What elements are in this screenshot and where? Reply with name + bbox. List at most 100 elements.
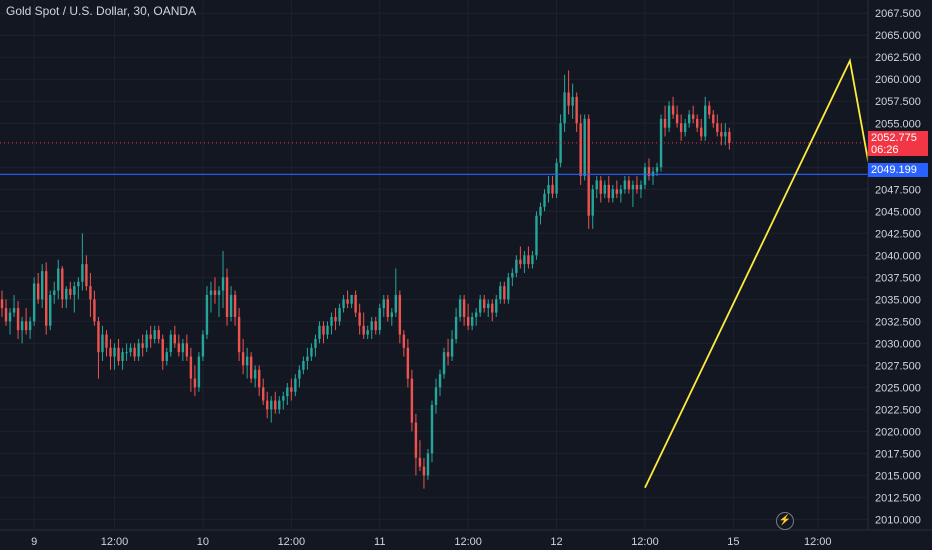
candle-body xyxy=(374,321,377,331)
candle-body xyxy=(390,312,394,317)
candle-body xyxy=(113,347,116,357)
candle-body xyxy=(587,118,590,216)
symbol-title: Gold Spot / U.S. Dollar, 30, OANDA xyxy=(6,4,197,18)
candle-body xyxy=(519,259,522,265)
candle-body xyxy=(499,286,502,300)
horizontal-line-value: 2049.199 xyxy=(871,164,917,176)
candle-body xyxy=(253,369,257,379)
candle-body xyxy=(40,271,44,300)
candle-body xyxy=(141,343,144,348)
candle-body xyxy=(458,299,462,317)
candle-body xyxy=(418,457,422,467)
candle-body xyxy=(398,294,402,335)
candle-body xyxy=(487,303,490,309)
candle-body xyxy=(567,92,570,106)
candle-body xyxy=(410,378,414,423)
candle-body xyxy=(177,343,181,353)
candle-body xyxy=(249,356,253,379)
candle-body xyxy=(346,299,349,304)
candle-body xyxy=(724,132,727,137)
candle-body xyxy=(28,321,32,331)
candle-body xyxy=(515,259,518,273)
price-tick-label: 2035.000 xyxy=(875,294,921,306)
price-tick-label: 2067.500 xyxy=(875,8,921,20)
candle-body xyxy=(687,114,691,124)
candle-body xyxy=(266,400,269,410)
candle-body xyxy=(671,105,675,115)
price-axis[interactable] xyxy=(868,0,932,530)
candle-body xyxy=(422,466,426,476)
candle-body xyxy=(704,105,707,137)
current-price-badge: 2052.775 06:26 xyxy=(868,131,928,156)
candle-body xyxy=(77,281,80,287)
candle-body xyxy=(270,400,273,410)
candle-body xyxy=(221,277,225,291)
candle-body xyxy=(306,356,309,361)
candle-body xyxy=(229,294,233,317)
candle-body xyxy=(310,347,313,357)
annotation-path xyxy=(644,57,932,489)
price-tick-label: 2047.500 xyxy=(875,184,921,196)
candle-body xyxy=(430,404,434,454)
candle-body xyxy=(330,316,333,326)
candle-body xyxy=(294,378,297,392)
candle-body xyxy=(406,347,410,379)
candle-body xyxy=(366,330,369,335)
countdown-timer: 06:26 xyxy=(871,144,899,156)
candle-body xyxy=(32,283,36,322)
candle-body xyxy=(36,283,40,300)
candle-body xyxy=(8,312,12,322)
candle-body xyxy=(575,96,578,124)
candle-body xyxy=(105,334,108,348)
annotation-zigzag xyxy=(644,57,932,489)
candle-body xyxy=(173,334,177,344)
candle-body xyxy=(643,167,647,185)
candle-body xyxy=(302,360,305,370)
time-tick-label: 12:00 xyxy=(631,536,659,548)
candle-body xyxy=(394,294,398,313)
candle-body xyxy=(595,180,598,190)
candle-body xyxy=(466,316,470,326)
candle-body xyxy=(73,286,76,295)
candle-body xyxy=(571,96,574,106)
candle-body xyxy=(579,123,582,177)
time-tick-label: 12:00 xyxy=(278,536,306,548)
time-tick-label: 15 xyxy=(727,536,739,548)
price-tick-label: 2055.000 xyxy=(875,118,921,130)
candle-body xyxy=(117,347,120,361)
candle-body xyxy=(20,321,24,331)
candle-body xyxy=(623,180,627,190)
candle-body xyxy=(213,290,217,295)
price-lines xyxy=(0,142,868,175)
candle-body xyxy=(551,184,554,194)
candle-body xyxy=(209,290,213,295)
price-tick-label: 2027.500 xyxy=(875,360,921,372)
candle-body xyxy=(165,352,168,361)
candle-body xyxy=(507,277,510,300)
candle-body xyxy=(278,400,281,410)
candle-body xyxy=(205,294,209,335)
time-tick-label: 10 xyxy=(197,536,209,548)
price-tick-label: 2032.500 xyxy=(875,316,921,328)
candle-body xyxy=(81,264,84,282)
candles xyxy=(0,70,731,489)
candle-body xyxy=(720,132,723,137)
candle-body xyxy=(101,334,104,353)
candle-body xyxy=(149,334,152,339)
candle-body xyxy=(318,325,321,339)
candle-body xyxy=(233,294,237,317)
candle-body xyxy=(12,308,16,313)
candle-body xyxy=(378,308,381,331)
candle-body xyxy=(286,387,289,397)
candle-body xyxy=(57,268,60,291)
lightning-icon[interactable]: ⚡ xyxy=(776,512,794,530)
symbol-legend[interactable]: Gold Spot / U.S. Dollar, 30, OANDA xyxy=(6,4,196,18)
candle-body xyxy=(342,299,345,309)
time-axis-labels: 9 12:00 10 12:00 11 12:00 12 12:00 15 12:00 xyxy=(31,536,831,548)
candle-body xyxy=(663,118,667,128)
candle-body xyxy=(16,308,20,331)
candle-body xyxy=(109,347,112,357)
candle-body xyxy=(700,127,703,137)
candle-body xyxy=(153,330,156,339)
